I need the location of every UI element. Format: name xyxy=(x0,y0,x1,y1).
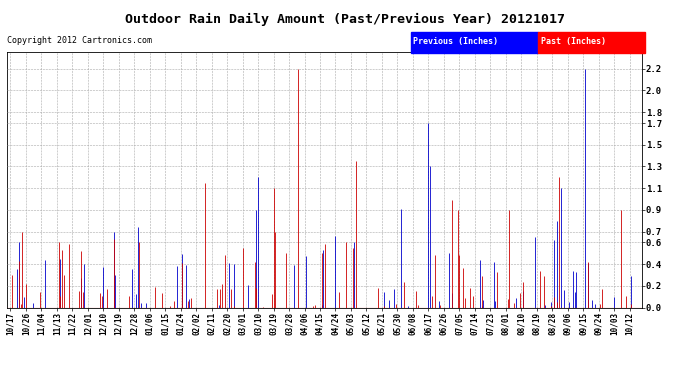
Text: Outdoor Rain Daily Amount (Past/Previous Year) 20121017: Outdoor Rain Daily Amount (Past/Previous… xyxy=(125,13,565,26)
Text: Past (Inches): Past (Inches) xyxy=(541,37,606,46)
Text: Copyright 2012 Cartronics.com: Copyright 2012 Cartronics.com xyxy=(7,36,152,45)
Text: Previous (Inches): Previous (Inches) xyxy=(413,37,498,46)
